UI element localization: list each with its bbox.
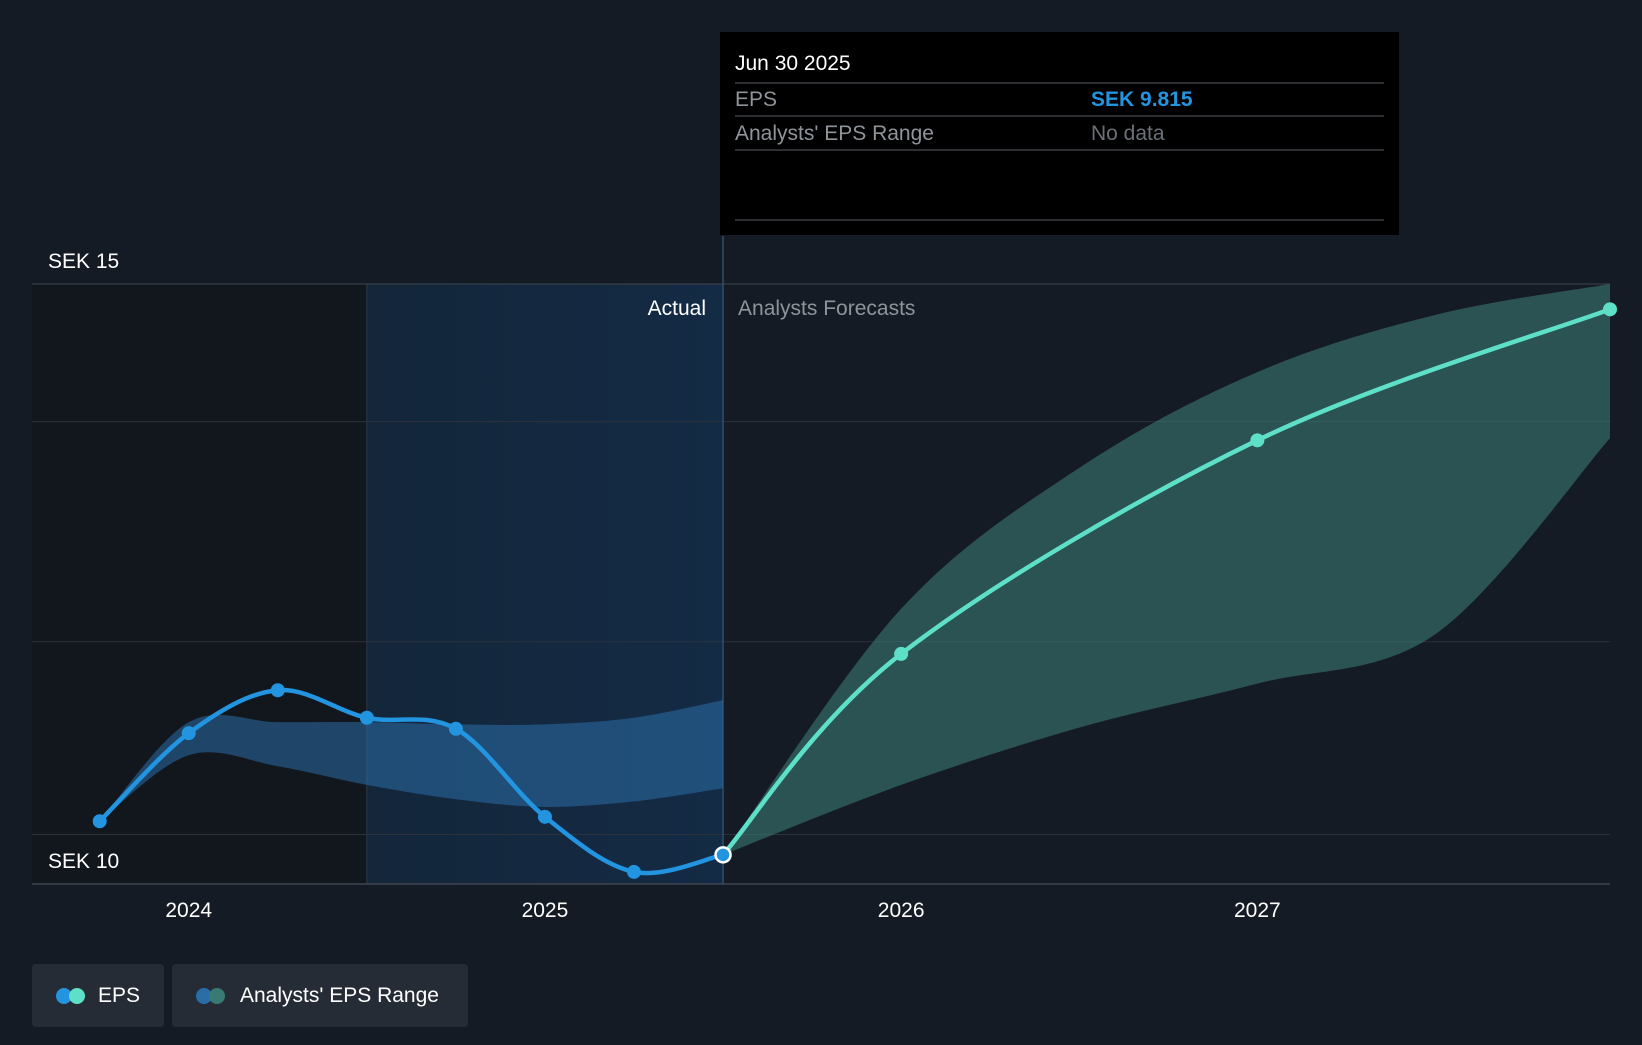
tooltip-row-label: EPS	[735, 88, 777, 111]
eps-range-band-forecast	[723, 284, 1610, 855]
eps-forecast-point[interactable]	[894, 646, 909, 661]
legend-eps-swatch	[56, 987, 85, 1004]
y-tick-label: SEK 15	[48, 250, 119, 273]
eps-selected-point[interactable]	[714, 846, 732, 864]
legend-eps-label: EPS	[97, 983, 140, 1007]
eps-actual-point[interactable]	[92, 814, 107, 829]
eps-actual-point[interactable]	[448, 721, 463, 736]
actual-label: Actual	[648, 297, 706, 320]
eps-actual-point[interactable]	[626, 864, 641, 879]
x-tick-label: 2027	[1234, 899, 1281, 922]
legend-eps-range[interactable]: Analysts' EPS Range	[172, 964, 468, 1027]
legend-eps[interactable]: EPS	[32, 964, 164, 1027]
eps-line-forecast	[720, 307, 1613, 858]
eps-actual-point[interactable]	[181, 726, 196, 741]
x-tick-label: 2025	[522, 899, 569, 922]
tooltip-row-value: No data	[1091, 122, 1165, 145]
x-tick-label: 2024	[165, 899, 212, 922]
eps-forecast-point[interactable]	[1250, 433, 1265, 448]
tooltip-date: Jun 30 2025	[735, 52, 851, 75]
y-tick-label: SEK 10	[48, 850, 119, 873]
legend-eps-range-swatch	[196, 987, 226, 1004]
tooltip-row-value: SEK 9.815	[1091, 88, 1193, 111]
eps-range-band-past	[99, 700, 724, 822]
tooltip-row-label: Analysts' EPS Range	[735, 122, 934, 145]
forecast-label: Analysts Forecasts	[738, 297, 915, 320]
eps-actual-point[interactable]	[270, 683, 285, 698]
eps-actual-point[interactable]	[537, 809, 552, 824]
past-region-dark	[32, 284, 367, 884]
eps-forecast-point[interactable]	[1603, 302, 1617, 317]
eps-actual-point[interactable]	[359, 710, 374, 725]
legend-eps-range-label: Analysts' EPS Range	[240, 983, 439, 1007]
tooltip-box	[720, 32, 1399, 235]
x-tick-label: 2026	[878, 899, 925, 922]
